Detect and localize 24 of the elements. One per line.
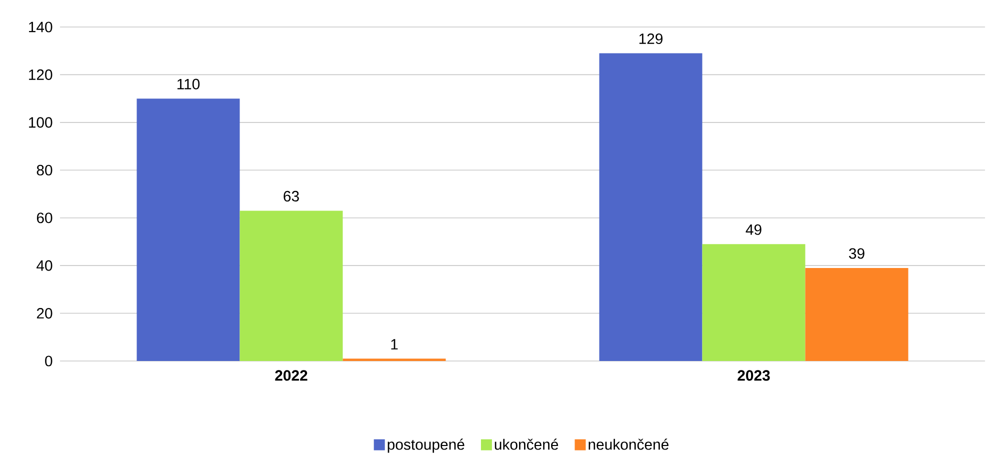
x-tick-label: 2023 [738,370,770,381]
y-tick-label: 60 [36,212,52,224]
bar [702,244,806,361]
data-label: 49 [746,224,762,235]
bar [136,98,240,361]
data-label: 39 [849,248,864,259]
y-tick-label: 120 [29,69,52,80]
bar [240,210,343,361]
y-tick-label: 100 [29,117,52,128]
x-tick-label: 2022 [275,370,308,381]
data-label: 1 [391,339,398,350]
legend-label: postoupené [388,438,464,453]
y-tick-label: 140 [29,22,52,32]
bar [805,268,908,361]
bar [599,53,702,361]
data-label: 63 [284,190,299,202]
y-tick-label: 20 [36,308,52,319]
legend-label: neukončené [588,438,668,450]
data-label: 129 [639,33,662,44]
y-tick-label: 80 [36,164,52,176]
y-tick-label: 0 [45,356,52,366]
y-tick-label: 40 [36,260,52,271]
legend-label: ukončené [494,438,558,450]
data-label: 110 [177,78,200,90]
